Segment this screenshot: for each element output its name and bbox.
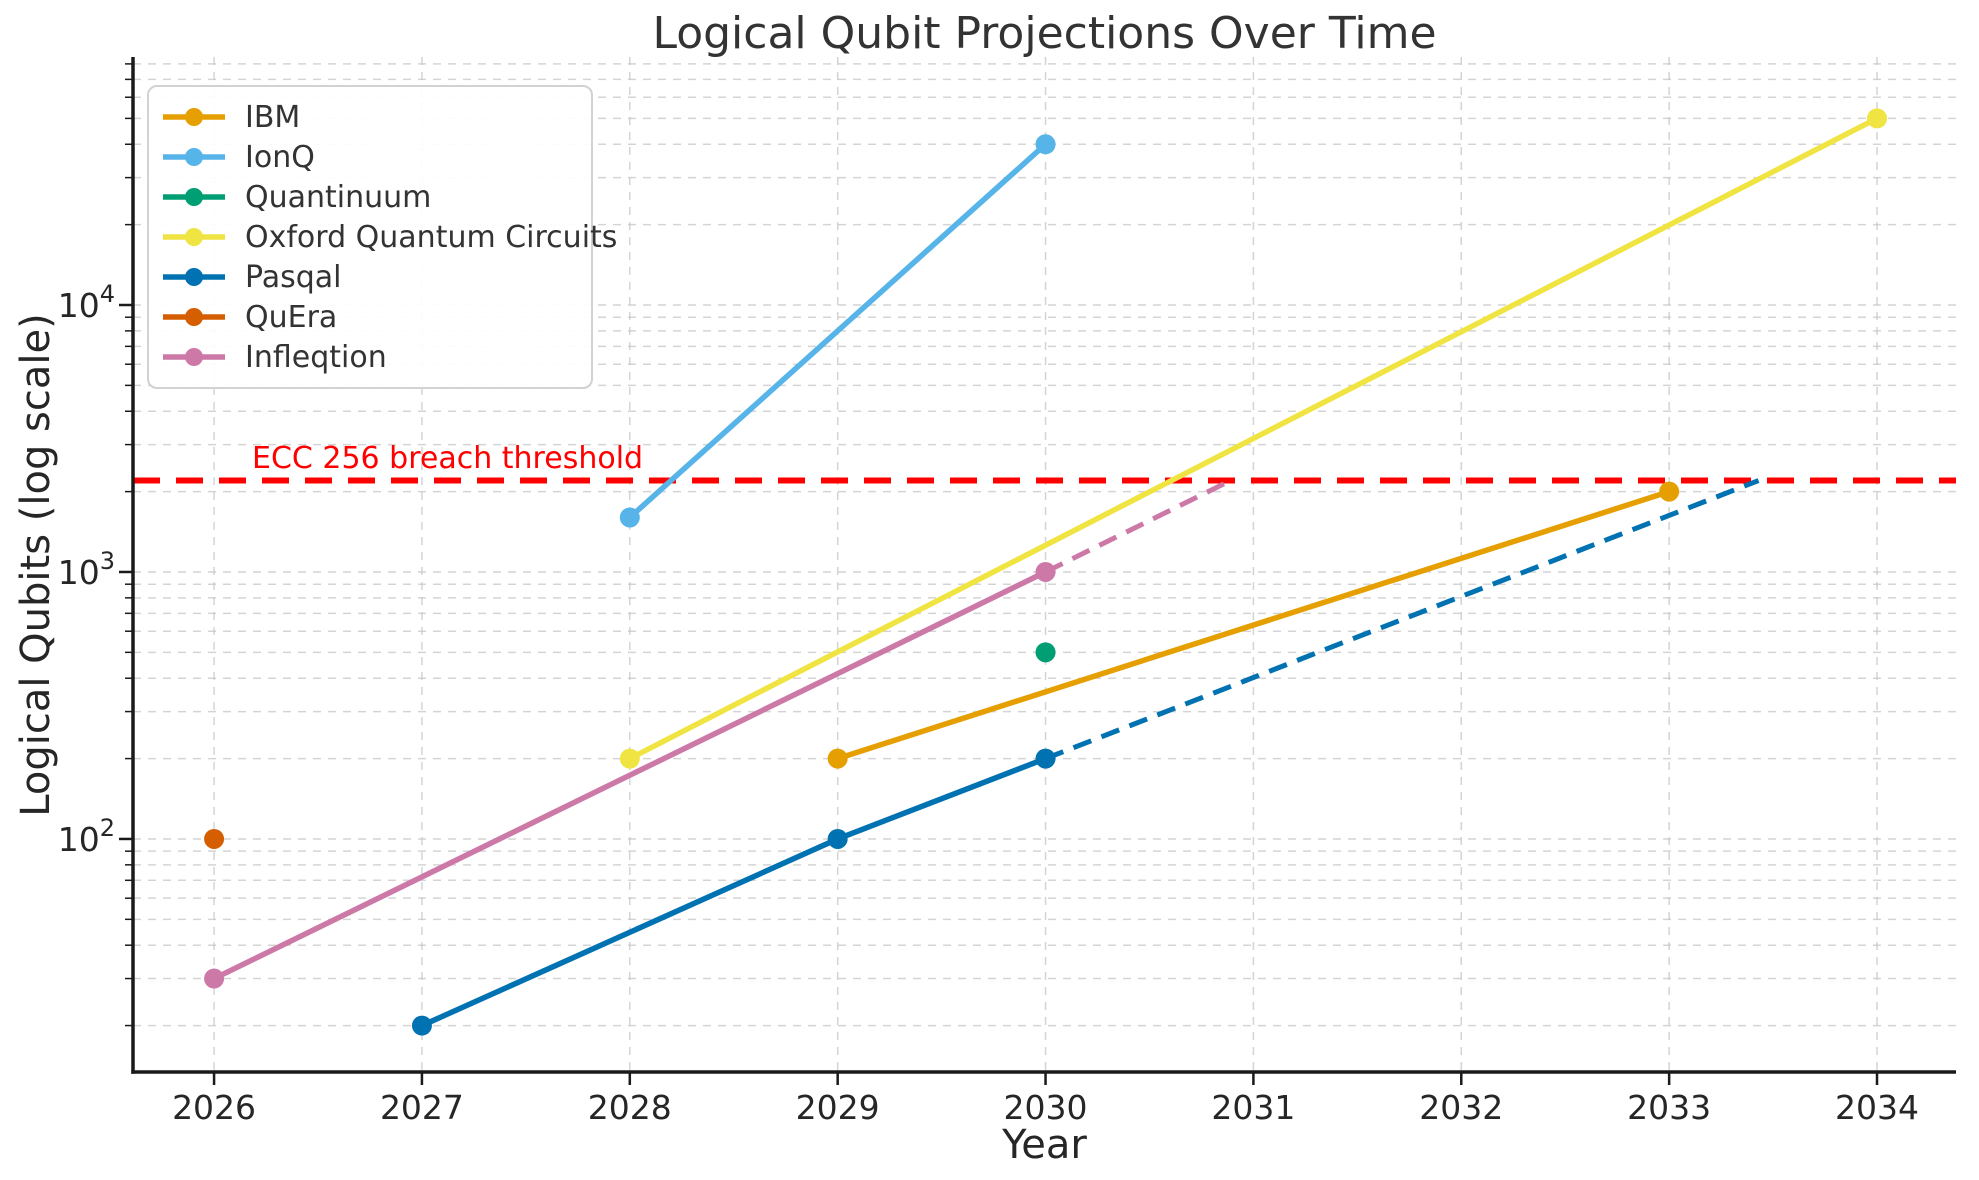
legend-label: IonQ	[245, 139, 315, 175]
y-tick-10e4: 104	[58, 280, 115, 325]
legend-item-pasqal: Pasqal	[161, 257, 585, 297]
legend-swatch-icon	[161, 145, 227, 169]
line-oxford-quantum-circuits	[627, 115, 1880, 762]
line-ionq	[627, 141, 1049, 521]
legend-label: Oxford Quantum Circuits	[245, 219, 618, 255]
y-axis-label: Logical Qubits (log scale)	[13, 313, 59, 817]
x-tick-2034: 2034	[1835, 1088, 1919, 1127]
legend-swatch-icon	[161, 105, 227, 129]
x-tick-2032: 2032	[1419, 1088, 1503, 1127]
legend-item-quera: QuEra	[161, 297, 585, 337]
threshold-label: ECC 256 breach threshold	[252, 441, 644, 476]
projection-infleqtion	[1044, 478, 1232, 575]
legend: IBM IonQ Quantinuum Oxford Quantum Circuits…	[147, 85, 617, 389]
point-ibm-2029	[827, 748, 848, 769]
series-infleqtion	[204, 478, 1232, 989]
legend-swatch-icon	[161, 225, 227, 249]
legend-swatch-icon	[161, 185, 227, 209]
legend-item-quantinuum: Quantinuum	[161, 177, 585, 217]
x-tick-2027: 2027	[380, 1088, 464, 1127]
y-tick-10e2: 102	[58, 814, 115, 859]
legend-label: IBM	[245, 99, 301, 135]
point-quantinuum-2030	[1035, 642, 1056, 663]
legend-swatch-icon	[161, 345, 227, 369]
legend-label: Infleqtion	[245, 339, 387, 375]
series-oxford-quantum-circuits	[619, 108, 1888, 769]
line-pasqal	[419, 755, 1049, 1029]
point-ibm-2033	[1659, 481, 1680, 502]
legend-item-infleqtion: Infleqtion	[161, 337, 585, 377]
point-ionq-2030	[1035, 134, 1056, 155]
line-ibm	[834, 488, 1672, 762]
projection-pasqal	[1044, 478, 1760, 761]
point-infleqtion-2030	[1035, 561, 1056, 582]
point-pasqal-2029	[827, 828, 848, 849]
legend-item-ibm: IBM	[161, 97, 585, 137]
point-pasqal-2027	[411, 1015, 432, 1036]
series-quera	[204, 828, 225, 849]
axis-ticks: 2026 2027 2028 2029 2030 2031 2032 2033 2034 102 1…	[58, 63, 1919, 1127]
point-quera-2026	[204, 828, 225, 849]
x-tick-2031: 2031	[1211, 1088, 1295, 1127]
legend-label: Quantinuum	[245, 179, 432, 215]
series-quantinuum	[1035, 642, 1056, 663]
chart-title: Logical Qubit Projections Over Time	[652, 8, 1437, 59]
legend-item-ionq: IonQ	[161, 137, 585, 177]
x-axis-label: Year	[1002, 1122, 1087, 1168]
point-infleqtion-2026	[204, 968, 225, 989]
line-infleqtion	[211, 569, 1049, 982]
series-ibm	[827, 481, 1680, 769]
legend-item-oxford-quantum-circuits: Oxford Quantum Circuits	[161, 217, 617, 257]
legend-label: Pasqal	[245, 259, 342, 295]
y-tick-10e3: 103	[58, 547, 115, 592]
series-pasqal	[411, 478, 1760, 1036]
legend-swatch-icon	[161, 305, 227, 329]
x-tick-2028: 2028	[588, 1088, 672, 1127]
point-oxford-quantum-circuits-2028	[619, 748, 640, 769]
legend-label: QuEra	[245, 299, 338, 335]
x-tick-2029: 2029	[796, 1088, 880, 1127]
x-tick-2033: 2033	[1627, 1088, 1711, 1127]
point-pasqal-2030	[1035, 748, 1056, 769]
series-ionq	[619, 134, 1056, 528]
point-oxford-quantum-circuits-2034	[1867, 108, 1888, 129]
point-ionq-2028	[619, 507, 640, 528]
x-tick-2026: 2026	[172, 1088, 256, 1127]
x-tick-2030: 2030	[1004, 1088, 1088, 1127]
legend-swatch-icon	[161, 265, 227, 289]
